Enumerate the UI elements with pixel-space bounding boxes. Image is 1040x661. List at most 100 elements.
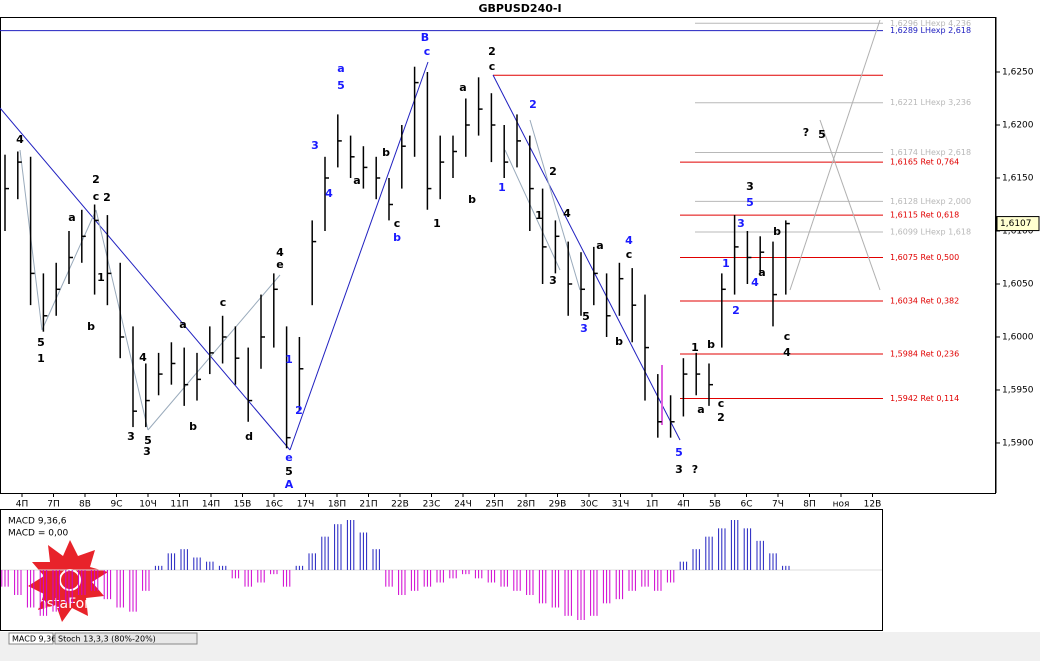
current-price-label: 1,6107 [1000, 219, 1032, 229]
tab[interactable] [54, 632, 198, 645]
wave-label: b [615, 335, 623, 348]
wave-label: a [179, 318, 186, 331]
level-label: 1,6115 Ret 0,618 [890, 211, 959, 220]
x-tick-label: 9С [110, 500, 122, 510]
level-label: 1,6034 Ret 0,382 [890, 296, 959, 305]
wave-label: 5 [818, 128, 826, 141]
x-tick-label: 28П [517, 500, 535, 510]
x-tick-label: 15В [234, 500, 252, 510]
x-tick-label: 18П [328, 500, 346, 510]
wave-label: 4 [751, 276, 759, 289]
x-tick-label: 11П [170, 500, 188, 510]
chart-title: GBPUSD240-I [478, 2, 561, 15]
level-label: 1,6128 LHexp 2,000 [890, 197, 971, 206]
wave-label: 2 [92, 173, 100, 186]
wave-label: 4 [16, 133, 24, 146]
x-tick-label: 14П [202, 500, 220, 510]
wave-label: e [285, 451, 292, 464]
wave-label: 3 [127, 430, 135, 443]
level-label: 1,6174 LHexp 2,618 [890, 148, 971, 157]
x-tick-label: 4П [677, 500, 690, 510]
x-tick-label: 8П [803, 500, 816, 510]
y-tick-label: 1,6000 [1002, 332, 1034, 342]
wave-label: 3 [580, 322, 588, 335]
wave-label: e [276, 258, 283, 271]
x-tick-label: 24Ч [454, 500, 472, 510]
wave-label: b [393, 231, 401, 244]
level-label: 1,6289 LHexp 2,618 [890, 26, 971, 35]
y-tick-label: 1,6200 [1002, 121, 1034, 131]
wave-label: 2 [529, 98, 537, 111]
x-tick-label: 22В [391, 500, 409, 510]
y-tick-label: 1,5900 [1002, 438, 1034, 448]
wave-label: b [382, 146, 390, 159]
wave-label: 3 [311, 139, 319, 152]
tab[interactable] [8, 632, 54, 645]
y-tick-label: 1,6100 [1002, 226, 1034, 236]
wave-label: a [697, 403, 704, 416]
wave-label: 1 [433, 217, 441, 230]
wave-label: c [718, 397, 725, 410]
wave-label: a [596, 239, 603, 252]
tab-label[interactable]: Stoch 13,3,3 (80%-20%) [58, 635, 156, 644]
wave-label: 1 [535, 209, 543, 222]
wave-label: a [758, 266, 765, 279]
wave-label: d [245, 430, 253, 443]
current-price-box [996, 216, 1040, 232]
wave-label: c [93, 190, 100, 203]
wave-label: 1 [498, 181, 506, 194]
wave-label: 1 [285, 353, 293, 366]
trend-line [95, 209, 149, 431]
wave-label: ? [803, 126, 809, 139]
wave-label: c [626, 248, 633, 261]
wave-label: 5 [746, 196, 754, 209]
wave-label: 5 [337, 79, 345, 92]
wave-label: 3 [143, 445, 151, 458]
wave-label: 4 [139, 351, 147, 364]
trend-line [529, 119, 581, 291]
trend-line [289, 61, 429, 451]
wave-label: c [220, 296, 227, 309]
x-tick-label: ноя [833, 500, 850, 510]
trend-line [819, 119, 881, 291]
wave-label: 4 [783, 346, 791, 359]
wave-label: c [489, 60, 496, 73]
x-tick-label: 8В [79, 500, 91, 510]
wave-label: 2 [103, 191, 111, 204]
level-label: 1,5984 Ret 0,236 [890, 349, 959, 358]
logo-text: InstaForex [34, 596, 107, 612]
x-tick-label: 30С [580, 500, 598, 510]
x-tick-label: 16С [265, 500, 283, 510]
x-tick-label: 23С [423, 500, 441, 510]
wave-label: 4 [563, 207, 571, 220]
macd-value: MACD = 0,00 [8, 529, 69, 539]
wave-label: 2 [717, 411, 725, 424]
y-tick-label: 1,5950 [1002, 385, 1034, 395]
x-tick-label: 7П [47, 500, 60, 510]
wave-label: a [68, 211, 75, 224]
wave-label: 5 [285, 465, 293, 478]
wave-label: 1 [691, 341, 699, 354]
wave-label: 2 [549, 165, 557, 178]
wave-label: c [424, 45, 431, 58]
x-tick-label: 6С [740, 500, 752, 510]
x-tick-label: 25П [485, 500, 503, 510]
wave-label: 5 [144, 434, 152, 447]
trend-line [147, 274, 281, 431]
wave-label: 1 [37, 352, 45, 365]
wave-label: 5 [37, 336, 45, 349]
x-tick-label: 10Ч [139, 500, 157, 510]
tab-label[interactable]: MACD 9,36,6 [12, 635, 64, 644]
level-label: 1,5942 Ret 0,114 [890, 394, 959, 403]
x-tick-label: 17Ч [297, 500, 315, 510]
x-tick-label: 4П [16, 500, 29, 510]
wave-label: b [773, 225, 781, 238]
wave-label: 2 [732, 304, 740, 317]
macd-title: MACD 9,36,6 [8, 517, 67, 527]
x-tick-label: 1П [646, 500, 659, 510]
trend-line [492, 74, 681, 441]
wave-label: b [189, 420, 197, 433]
x-tick-label: 5В [709, 500, 721, 510]
